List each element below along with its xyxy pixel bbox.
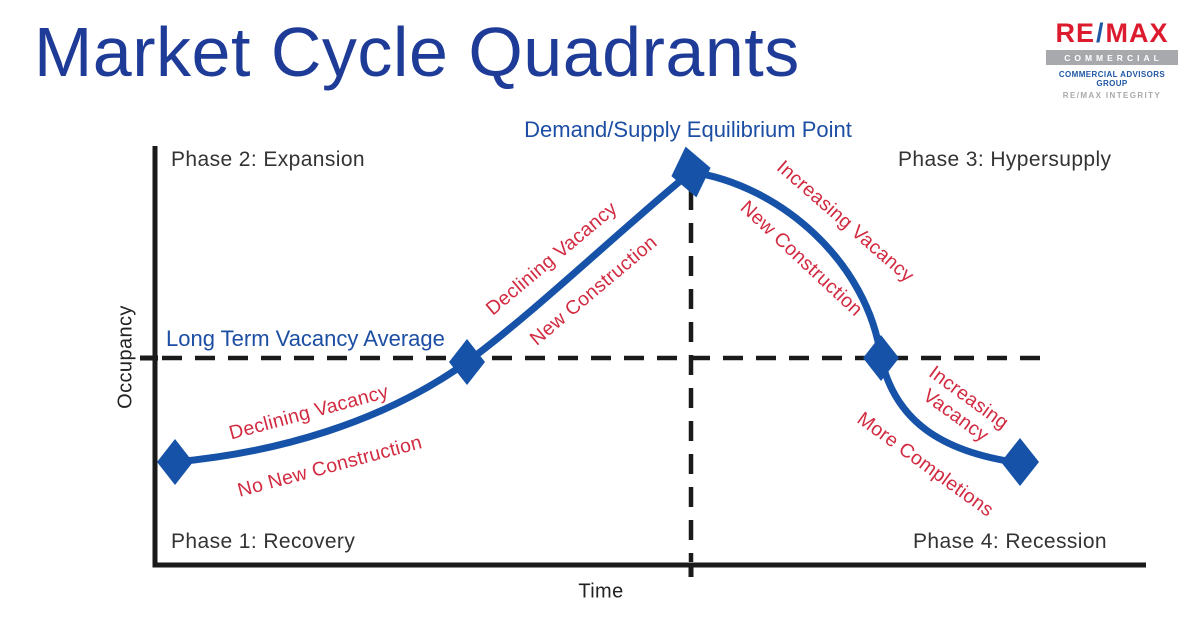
page-title: Market Cycle Quadrants	[34, 13, 800, 91]
logo-re-text: RE	[1055, 18, 1095, 48]
long-term-vacancy-average-label: Long Term Vacancy Average	[166, 326, 445, 351]
remax-commercial-logo: RE/MAX COMMERCIAL COMMERCIAL ADVISORS GR…	[1046, 20, 1178, 100]
phase3-hypersupply-label: Phase 3: Hypersupply	[898, 148, 1112, 171]
remax-wordmark: RE/MAX	[1046, 20, 1178, 47]
equilibrium-point-label: Demand/Supply Equilibrium Point	[524, 117, 852, 142]
y-axis-label-occupancy: Occupancy	[114, 305, 137, 409]
logo-slash-icon: /	[1096, 18, 1105, 48]
logo-commercial-banner: COMMERCIAL	[1046, 50, 1178, 65]
x-axis-label-time: Time	[578, 580, 624, 603]
phase2-expansion-label: Phase 2: Expansion	[171, 148, 365, 171]
logo-advisors-group: COMMERCIAL ADVISORS GROUP	[1058, 70, 1166, 88]
logo-integrity: RE/MAX INTEGRITY	[1062, 91, 1162, 100]
phase4-recession-label: Phase 4: Recession	[913, 530, 1107, 553]
logo-max-text: MAX	[1105, 18, 1169, 48]
phase1-recovery-label: Phase 1: Recovery	[171, 530, 356, 553]
